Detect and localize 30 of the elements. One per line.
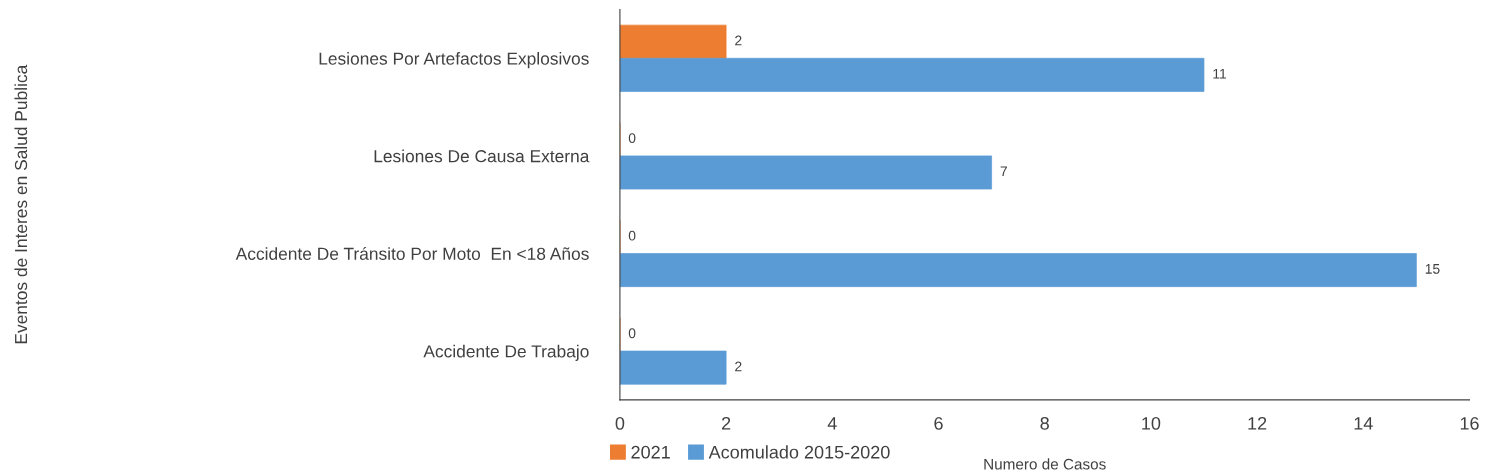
y-tick-label: Accidente De Tránsito Por Moto En <18 Años <box>235 246 589 260</box>
x-tick-label: 14 <box>1354 417 1373 430</box>
x-tick-label: 10 <box>1142 416 1161 430</box>
x-tick-label: 8 <box>1040 416 1049 430</box>
bar <box>619 155 992 190</box>
y-tick-label: Accidente De Trabajo <box>423 344 589 361</box>
data-label: 0 <box>628 328 636 339</box>
data-label: 11 <box>1213 68 1227 79</box>
text: Eventos de Interes en Salud Publica <box>14 64 28 344</box>
bar <box>619 253 1417 287</box>
y-tick-label: Lesiones De Causa Externa <box>374 149 590 163</box>
x-tick-label: 12 <box>1248 416 1267 430</box>
x-tick-label: 6 <box>934 416 943 430</box>
data-label: 0 <box>628 230 636 241</box>
data-label: 0 <box>628 133 636 144</box>
bar <box>619 350 727 385</box>
data-label: 7 <box>1000 166 1007 177</box>
y-tick-label: Lesiones Por Artefactos Explosivos <box>319 52 589 69</box>
data-label: 2 <box>735 35 742 46</box>
x-tick-label: 0 <box>615 416 625 430</box>
bar <box>619 24 727 59</box>
data-label: 15 <box>1425 264 1440 274</box>
legend-label: Acomulado 2015-2020 <box>708 445 890 459</box>
x-tick-label: 4 <box>827 417 837 430</box>
x-tick-label: 2 <box>722 416 731 430</box>
legend-label: 2021 <box>631 445 670 459</box>
x-tick-label: 16 <box>1460 416 1479 430</box>
x-axis-title: Numero de Casos <box>984 458 1106 470</box>
data-label: 2 <box>735 361 742 372</box>
bar <box>619 57 1205 92</box>
